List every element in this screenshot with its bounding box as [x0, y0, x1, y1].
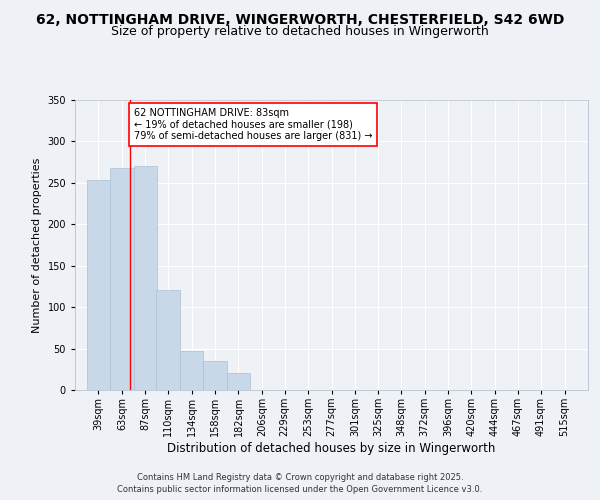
- Text: Size of property relative to detached houses in Wingerworth: Size of property relative to detached ho…: [111, 25, 489, 38]
- Text: Contains HM Land Registry data © Crown copyright and database right 2025.: Contains HM Land Registry data © Crown c…: [137, 472, 463, 482]
- Bar: [156, 290, 180, 390]
- Y-axis label: Number of detached properties: Number of detached properties: [32, 158, 42, 332]
- Bar: [87, 180, 110, 390]
- Bar: [203, 361, 227, 390]
- Text: Contains public sector information licensed under the Open Government Licence v3: Contains public sector information licen…: [118, 485, 482, 494]
- Bar: [180, 351, 203, 390]
- Text: 62 NOTTINGHAM DRIVE: 83sqm
← 19% of detached houses are smaller (198)
79% of sem: 62 NOTTINGHAM DRIVE: 83sqm ← 19% of deta…: [134, 108, 372, 142]
- Bar: [110, 168, 134, 390]
- Bar: [227, 374, 250, 390]
- X-axis label: Distribution of detached houses by size in Wingerworth: Distribution of detached houses by size …: [167, 442, 496, 455]
- Text: 62, NOTTINGHAM DRIVE, WINGERWORTH, CHESTERFIELD, S42 6WD: 62, NOTTINGHAM DRIVE, WINGERWORTH, CHEST…: [36, 12, 564, 26]
- Bar: [134, 166, 157, 390]
